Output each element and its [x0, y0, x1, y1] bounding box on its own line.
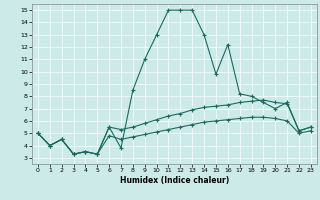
- X-axis label: Humidex (Indice chaleur): Humidex (Indice chaleur): [120, 176, 229, 185]
